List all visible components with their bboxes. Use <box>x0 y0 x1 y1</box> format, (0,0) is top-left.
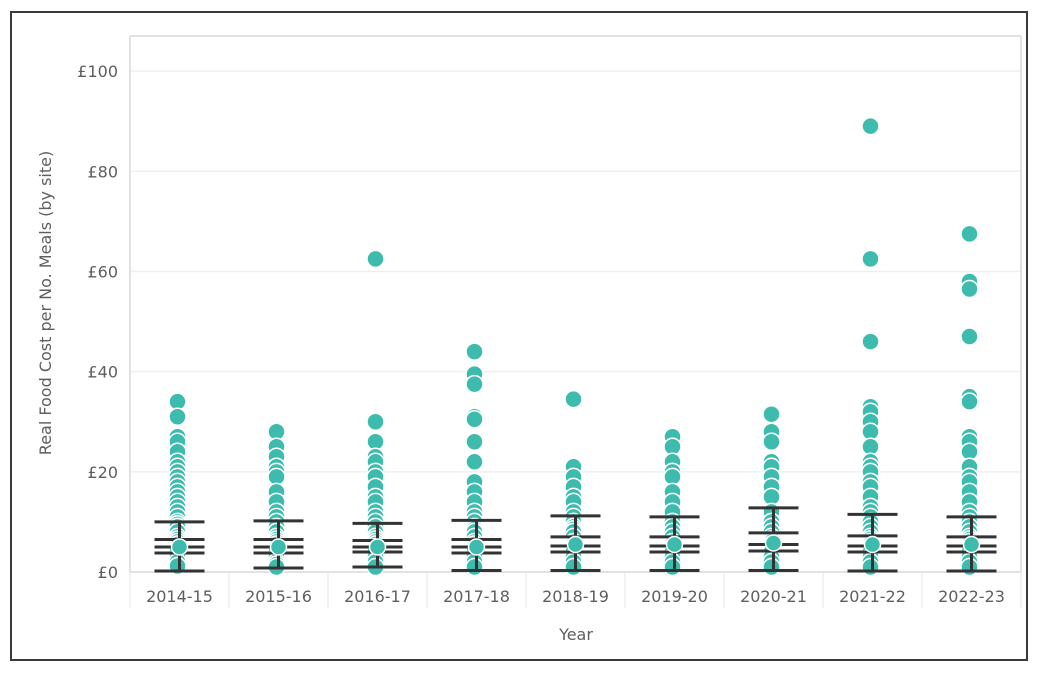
data-point <box>960 327 979 346</box>
y-tick-label: £0 <box>98 563 118 582</box>
data-point <box>960 224 979 244</box>
data-point <box>465 409 484 429</box>
y-tick-label: £60 <box>87 262 118 281</box>
y-tick-label: £40 <box>87 363 118 382</box>
data-point <box>366 412 385 431</box>
x-tick-label: 2022-23 <box>938 587 1005 606</box>
data-point <box>465 342 484 361</box>
data-point <box>762 557 781 577</box>
median-point <box>467 538 486 556</box>
x-tick-label: 2020-21 <box>740 587 807 606</box>
data-point <box>465 374 484 394</box>
median-point <box>170 538 189 556</box>
x-tick-label: 2017-18 <box>443 587 510 606</box>
data-point <box>861 332 880 351</box>
y-tick-label: £20 <box>87 463 118 482</box>
x-tick-label: 2021-22 <box>839 587 906 606</box>
data-point <box>960 279 979 299</box>
median-point <box>962 535 981 554</box>
x-tick-label: 2016-17 <box>344 587 411 606</box>
data-point <box>564 557 583 577</box>
plot-border <box>129 35 1022 572</box>
x-tick-label: 2019-20 <box>641 587 708 606</box>
data-point <box>960 557 979 577</box>
median-point <box>566 535 585 554</box>
data-point <box>366 249 385 269</box>
data-point <box>960 392 979 411</box>
y-tick-label: £80 <box>87 162 118 181</box>
median-point <box>665 535 684 554</box>
data-point <box>465 557 484 577</box>
data-point <box>762 404 781 424</box>
data-point <box>762 432 781 452</box>
data-points <box>168 116 979 577</box>
data-point <box>663 557 682 577</box>
data-point <box>168 407 187 426</box>
data-point <box>861 557 880 577</box>
x-tick-label: 2015-16 <box>245 587 312 606</box>
error-bars <box>154 506 997 573</box>
x-axis-title: Year <box>558 625 593 644</box>
y-axis-ticks: £0 £20 £40 £60 £80 £100 <box>77 62 118 582</box>
median-point <box>764 534 783 552</box>
data-point <box>861 116 880 136</box>
x-tick-label: 2014-15 <box>146 587 213 606</box>
y-tick-label: £100 <box>77 62 118 81</box>
median-point <box>368 538 387 556</box>
data-point <box>465 432 484 452</box>
data-point <box>465 452 484 472</box>
x-axis-ticks: 2014-15 2015-16 2016-17 2017-18 2018-19 2019-… <box>146 587 1005 606</box>
data-point <box>564 389 583 409</box>
median-point <box>863 535 882 554</box>
data-point <box>861 249 880 269</box>
y-axis-title: Real Food Cost per No. Meals (by site) <box>36 151 55 455</box>
x-tick-label: 2018-19 <box>542 587 609 606</box>
median-point <box>269 538 288 556</box>
